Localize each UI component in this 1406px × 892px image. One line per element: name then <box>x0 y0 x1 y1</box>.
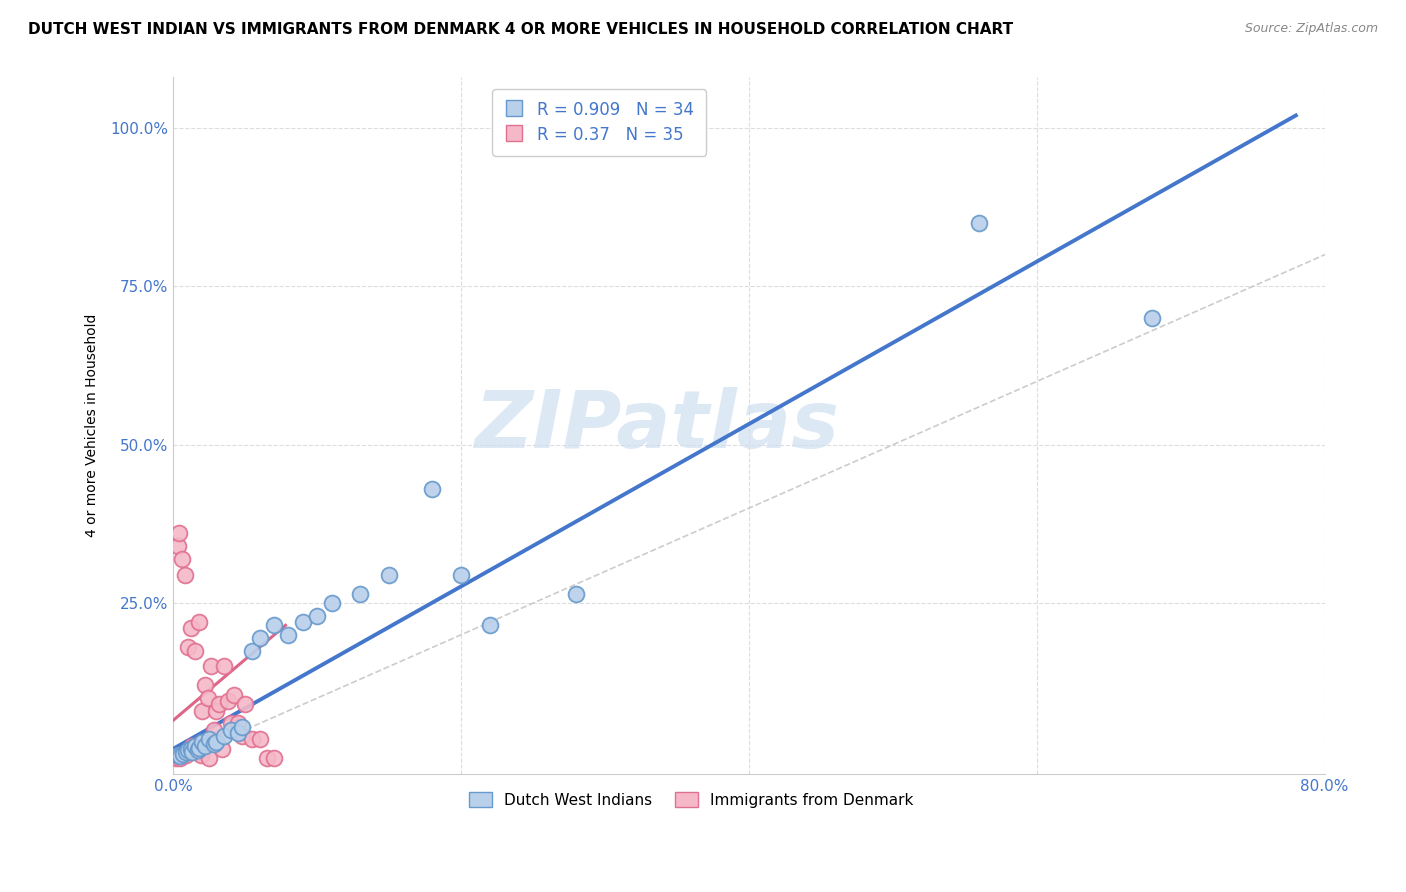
Point <box>242 732 264 747</box>
Point <box>967 216 990 230</box>
Point <box>166 748 188 763</box>
Point <box>184 739 207 753</box>
Point <box>321 596 343 610</box>
Point <box>212 729 235 743</box>
Point <box>186 745 208 759</box>
Text: DUTCH WEST INDIAN VS IMMIGRANTS FROM DENMARK 4 OR MORE VEHICLES IN HOUSEHOLD COR: DUTCH WEST INDIAN VS IMMIGRANTS FROM DEN… <box>28 22 1014 37</box>
Point <box>188 615 211 629</box>
Point <box>263 618 285 632</box>
Point <box>202 723 225 737</box>
Point <box>202 737 225 751</box>
Point <box>249 732 271 747</box>
Point <box>198 732 221 747</box>
Y-axis label: 4 or more Vehicles in Household: 4 or more Vehicles in Household <box>86 314 100 538</box>
Point <box>180 622 202 636</box>
Point <box>219 716 242 731</box>
Point <box>167 526 190 541</box>
Point <box>420 482 443 496</box>
Point <box>231 729 253 743</box>
Point <box>166 539 188 553</box>
Point <box>222 688 245 702</box>
Point <box>256 751 278 765</box>
Point <box>200 659 222 673</box>
Point <box>173 567 195 582</box>
Point <box>263 751 285 765</box>
Point <box>191 704 214 718</box>
Point <box>174 745 197 759</box>
Point <box>190 748 212 763</box>
Point <box>226 716 249 731</box>
Point <box>226 726 249 740</box>
Point <box>191 735 214 749</box>
Point <box>169 749 191 764</box>
Text: ZIPatlas: ZIPatlas <box>474 387 839 465</box>
Point <box>194 678 217 692</box>
Point <box>291 615 314 629</box>
Point <box>450 567 472 582</box>
Point <box>233 698 256 712</box>
Point <box>242 643 264 657</box>
Point <box>1140 311 1163 326</box>
Point <box>165 751 187 765</box>
Point <box>174 748 197 763</box>
Point <box>277 628 299 642</box>
Point <box>180 741 202 756</box>
Point <box>172 747 194 761</box>
Point <box>172 748 194 763</box>
Point <box>212 659 235 673</box>
Point <box>208 698 231 712</box>
Point <box>176 640 198 655</box>
Text: Source: ZipAtlas.com: Source: ZipAtlas.com <box>1244 22 1378 36</box>
Legend: Dutch West Indians, Immigrants from Denmark: Dutch West Indians, Immigrants from Denm… <box>461 784 921 815</box>
Point <box>211 741 233 756</box>
Point <box>187 743 209 757</box>
Point <box>231 720 253 734</box>
Point <box>184 643 207 657</box>
Point <box>176 743 198 757</box>
Point <box>478 618 501 632</box>
Point <box>249 631 271 645</box>
Point <box>378 567 401 582</box>
Point <box>219 723 242 737</box>
Point <box>188 740 211 755</box>
Point <box>197 691 219 706</box>
Point <box>169 751 191 765</box>
Point <box>170 551 193 566</box>
Point <box>217 694 239 708</box>
Point <box>181 739 204 753</box>
Point <box>194 739 217 753</box>
Point <box>307 608 329 623</box>
Point <box>181 745 204 759</box>
Point <box>565 586 588 600</box>
Point <box>198 751 221 765</box>
Point <box>349 586 371 600</box>
Point <box>205 704 228 718</box>
Point <box>205 735 228 749</box>
